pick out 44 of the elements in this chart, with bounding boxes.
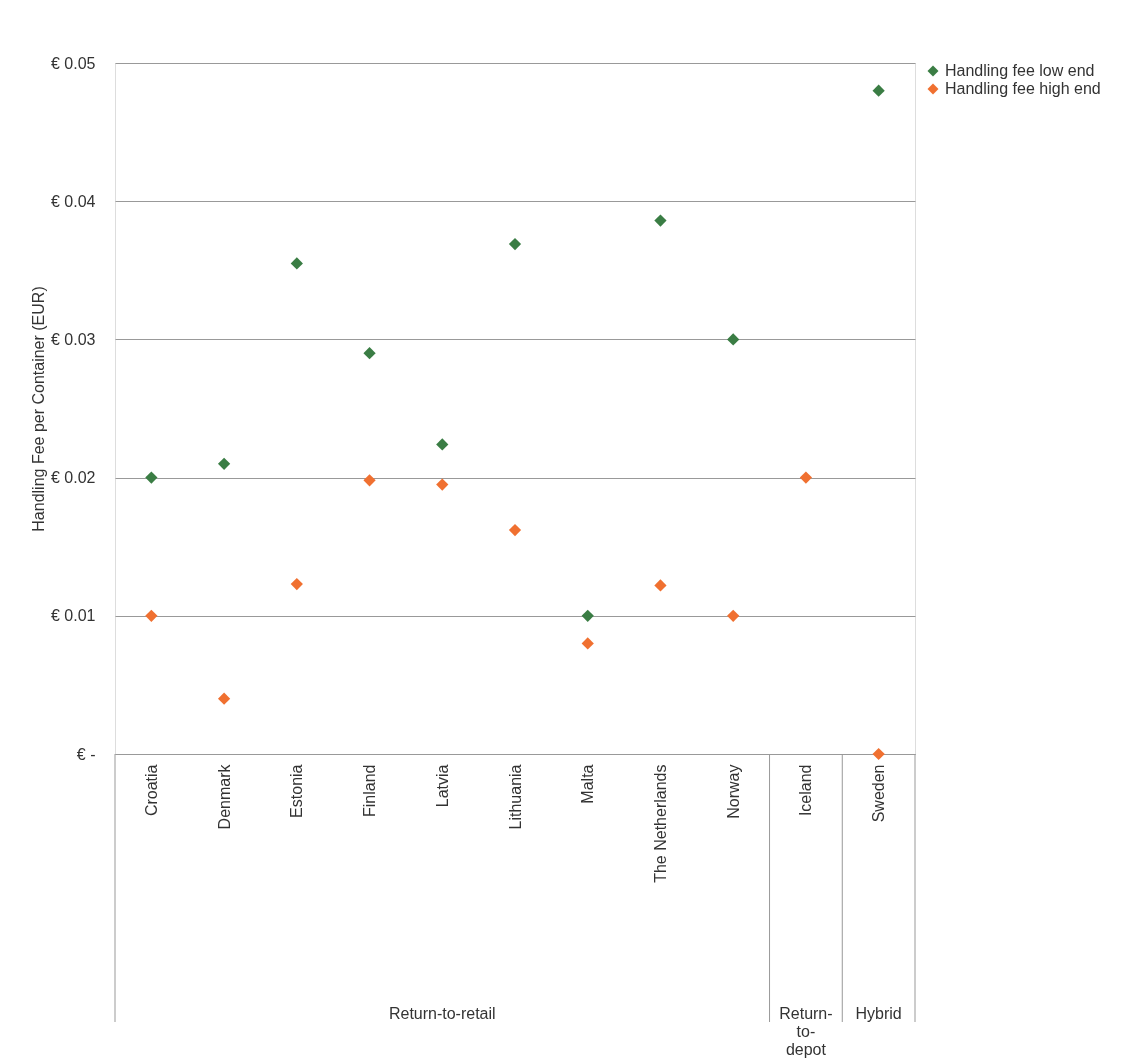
x-tick-label: The Netherlands bbox=[651, 764, 669, 883]
point bbox=[290, 577, 303, 591]
point bbox=[290, 257, 303, 270]
point bbox=[436, 438, 449, 451]
x-tick-label: Latvia bbox=[433, 764, 451, 808]
x-tick-label: Denmark bbox=[215, 763, 233, 830]
x-tick-label: Sweden bbox=[870, 764, 888, 823]
legend-label: Handling fee low end bbox=[945, 62, 1095, 79]
point bbox=[217, 692, 231, 705]
text: Return-to-retail bbox=[388, 1005, 496, 1022]
point bbox=[581, 637, 594, 650]
y-tick-label: € 0.02 bbox=[51, 469, 96, 487]
point bbox=[145, 471, 158, 484]
y-tick-label: € 0.05 bbox=[51, 54, 96, 72]
point bbox=[581, 609, 594, 622]
y-tick-label: € 0.03 bbox=[51, 330, 96, 348]
x-tick-label: Iceland bbox=[797, 764, 815, 817]
point bbox=[727, 609, 740, 622]
point bbox=[145, 609, 158, 622]
legend-label: Handling fee high end bbox=[945, 80, 1101, 97]
point bbox=[436, 478, 449, 491]
y-tick-label: € 0.04 bbox=[51, 192, 96, 210]
x-tick-label: Finland bbox=[361, 764, 379, 817]
point bbox=[872, 84, 885, 97]
point bbox=[508, 523, 522, 537]
point bbox=[217, 457, 231, 470]
text: Return- to- depot bbox=[779, 1005, 833, 1058]
point bbox=[508, 237, 522, 251]
x-tick-label: Lithuania bbox=[506, 764, 524, 830]
x-tick-label: Croatia bbox=[142, 764, 160, 817]
point bbox=[727, 333, 740, 346]
x-tick-label: Malta bbox=[579, 764, 597, 804]
point bbox=[654, 214, 667, 227]
y-axis-title: Handling Fee per Container (EUR) bbox=[30, 286, 48, 532]
point bbox=[363, 474, 376, 487]
y-tick-label: € - bbox=[76, 745, 96, 763]
x-tick-label: Estonia bbox=[288, 764, 306, 818]
point bbox=[363, 347, 376, 360]
point bbox=[654, 579, 667, 592]
x-tick-label: Norway bbox=[724, 764, 742, 819]
point bbox=[799, 471, 813, 484]
y-tick-label: € 0.01 bbox=[51, 607, 96, 625]
text: Hybrid bbox=[855, 1005, 902, 1022]
point bbox=[872, 747, 885, 761]
